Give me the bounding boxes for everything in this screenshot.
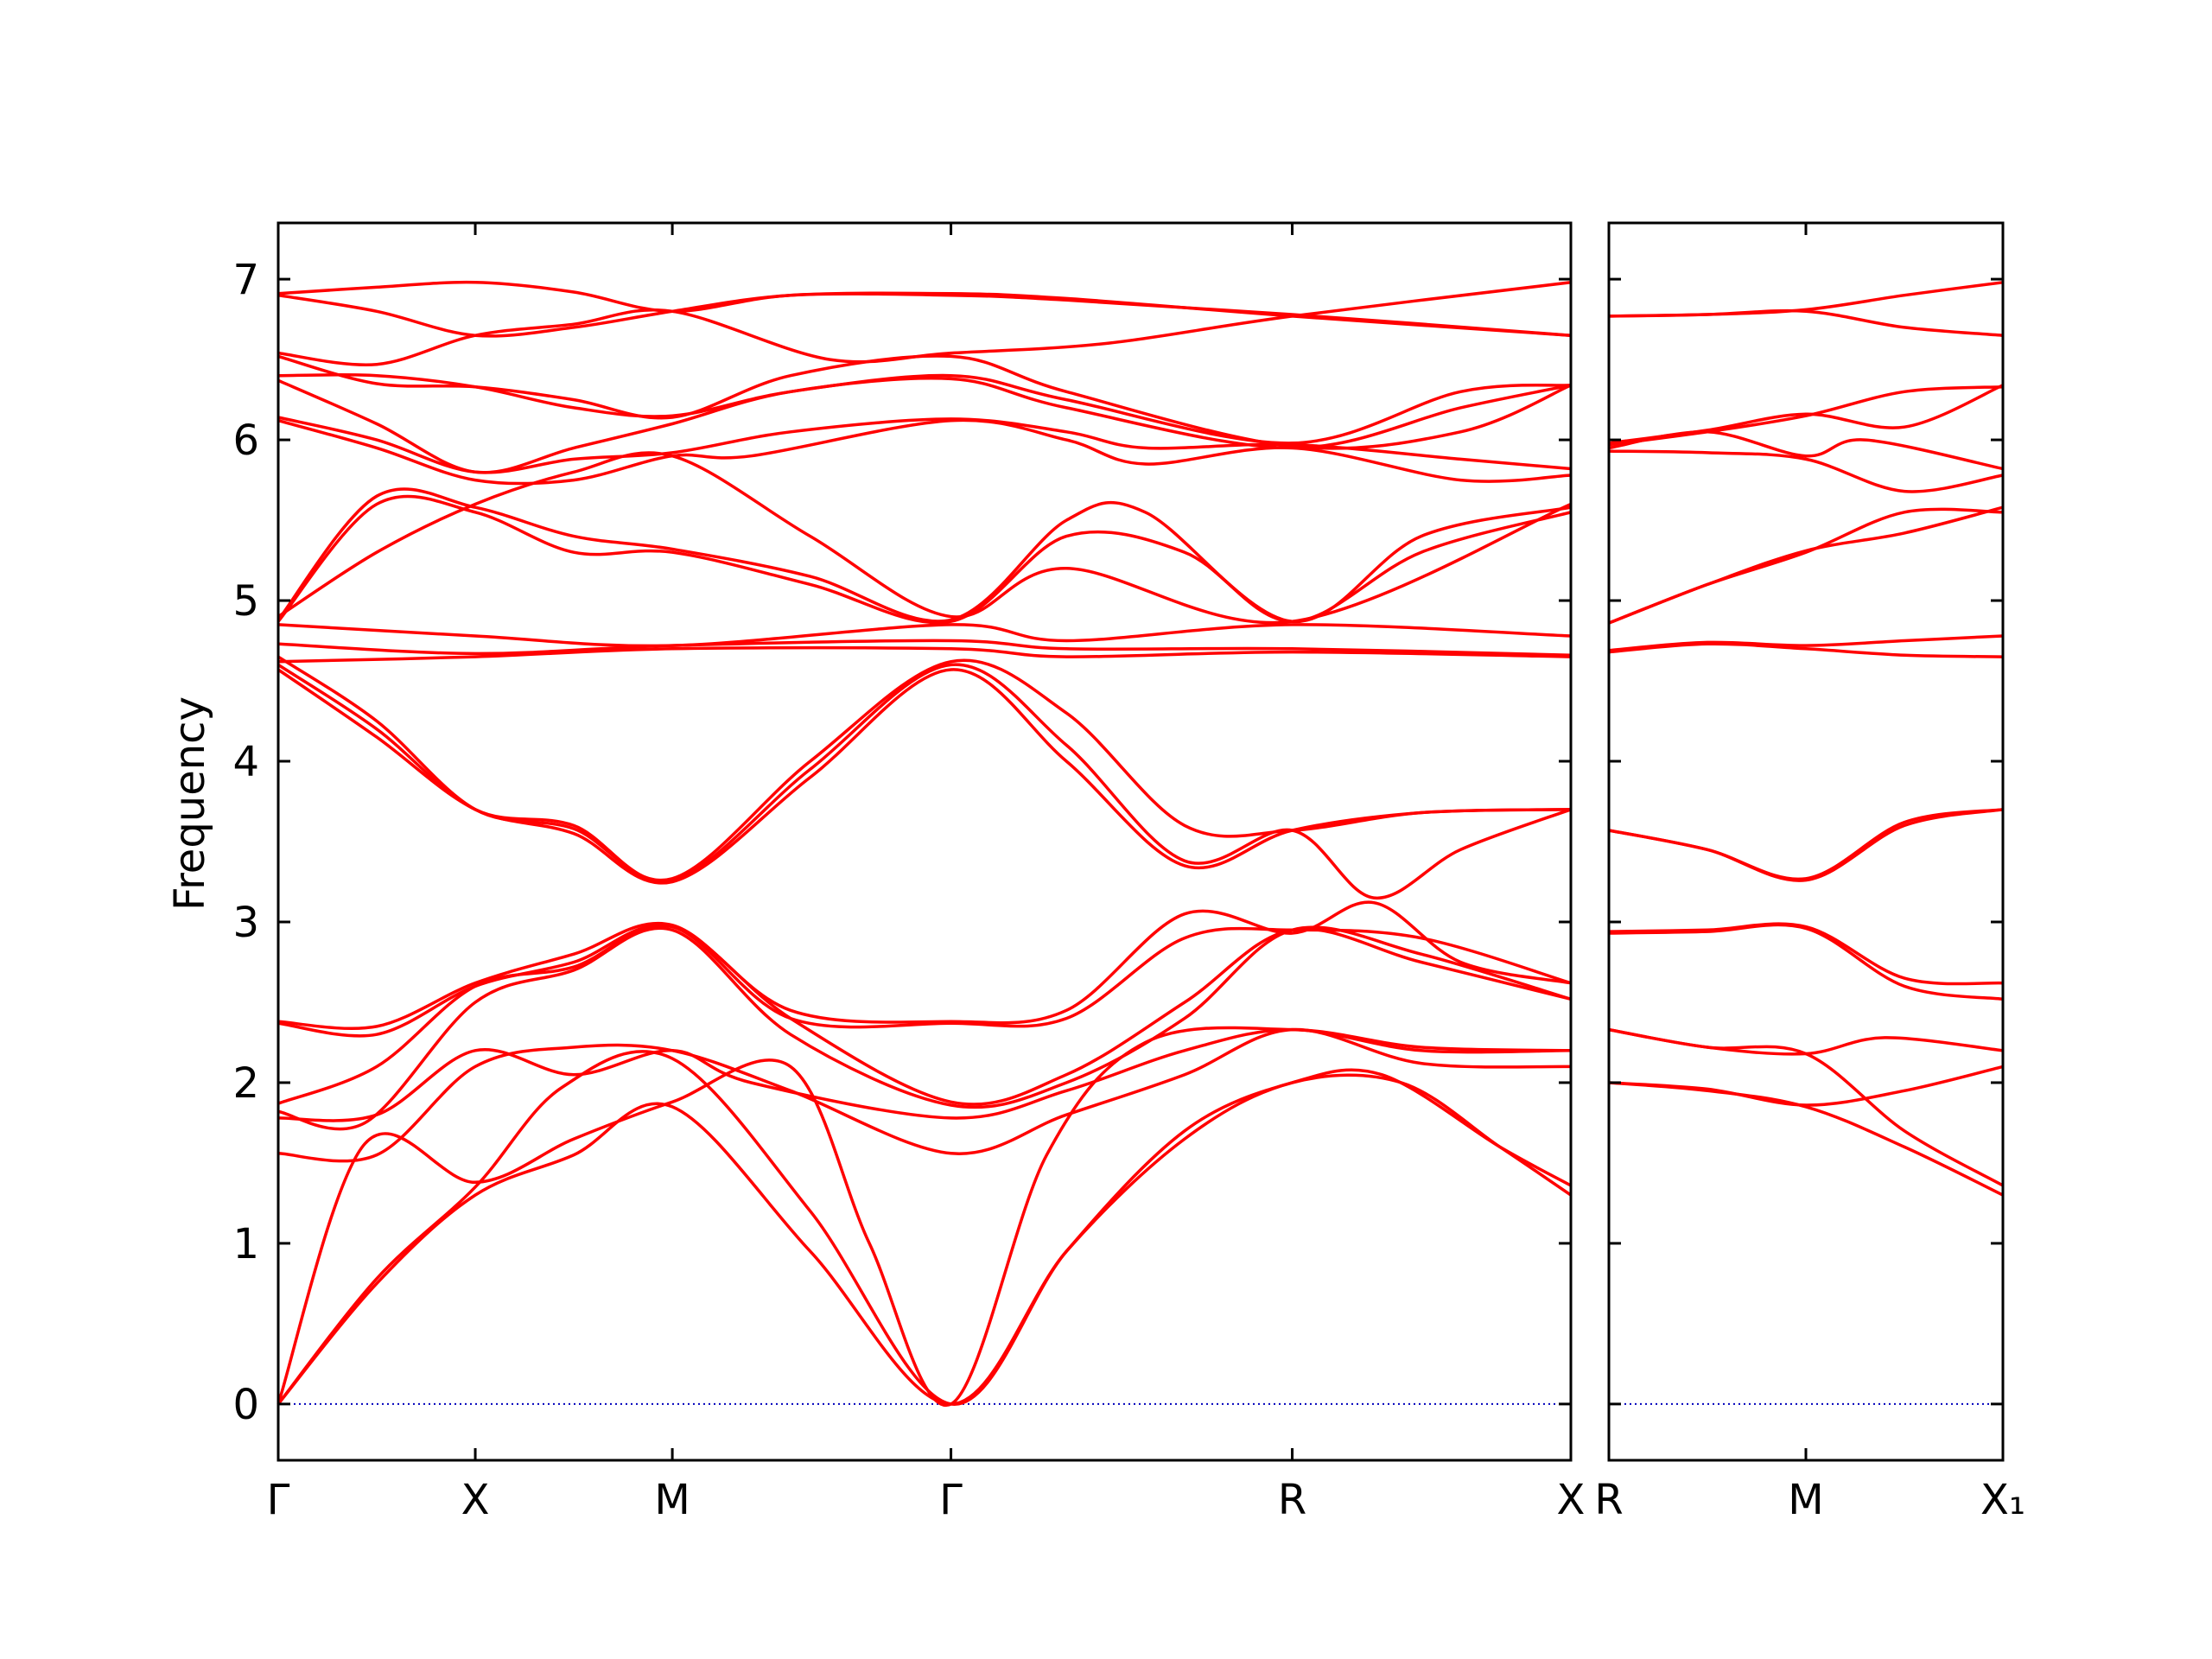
phonon-band-10-line bbox=[277, 668, 1572, 885]
phonon-band-15-line bbox=[277, 623, 1572, 648]
y-axis-label: Frequency bbox=[166, 696, 214, 911]
x-tick-label: X bbox=[461, 1476, 490, 1524]
phonon-band-26-line bbox=[277, 280, 1572, 337]
phonon-band-16-line bbox=[1608, 384, 2004, 445]
phonon-band-19-line bbox=[277, 418, 1572, 486]
phonon-band-25-line bbox=[277, 291, 1572, 338]
y-tick-label: 5 bbox=[232, 577, 259, 626]
y-tick-label: 6 bbox=[232, 416, 259, 465]
phonon-band-9-line bbox=[277, 900, 1572, 1030]
y-tick-label: 2 bbox=[232, 1059, 259, 1108]
phonon-band-1-line bbox=[276, 1073, 1572, 1406]
x-tick-label: Γ bbox=[939, 1476, 963, 1524]
y-tick-label: 3 bbox=[232, 899, 259, 947]
phonon-band-12-line bbox=[1608, 505, 2004, 625]
main-band-panel: 0 1 2 3 4 5 6 7 Γ X M Γ R X bbox=[232, 221, 1586, 1524]
phonon-band-7-line bbox=[1608, 808, 2004, 882]
x-tick-label: R bbox=[1278, 1476, 1306, 1524]
plot-frame bbox=[276, 221, 1573, 1462]
phonon-band-24-line bbox=[277, 281, 1572, 366]
x-tick-label: X bbox=[1557, 1476, 1586, 1524]
phonon-band-8-line bbox=[277, 924, 1572, 1038]
phonon-band-6-line bbox=[277, 925, 1572, 1131]
x-tick-label: X₁ bbox=[1980, 1476, 2025, 1524]
x-tick-label: R bbox=[1594, 1476, 1623, 1524]
side-band-panel: R M X₁ bbox=[1594, 221, 2025, 1524]
phonon-band-14-line bbox=[277, 639, 1572, 658]
phonon-band-2-line bbox=[276, 1050, 1572, 1406]
phonon-band-8-line bbox=[1608, 808, 2004, 881]
phonon-band-10-line bbox=[1608, 634, 2004, 652]
phonon-band-5-line bbox=[1608, 923, 2004, 1001]
phonon-band-21-line bbox=[277, 377, 1572, 474]
y-tick-label: 0 bbox=[232, 1381, 259, 1429]
phonon-band-13-line bbox=[277, 645, 1572, 664]
phonon-band-3-line bbox=[276, 1026, 1572, 1408]
phonon-band-15-line bbox=[1608, 385, 2004, 447]
phonon-band-11-line bbox=[277, 663, 1572, 899]
phonon-band-12-line bbox=[277, 655, 1572, 882]
phonon-band-5-line bbox=[277, 1027, 1572, 1122]
phonon-band-16-line bbox=[276, 494, 1572, 625]
phonon-band-11-line bbox=[1608, 507, 2004, 625]
phonon-band-18-line bbox=[277, 451, 1572, 625]
phonon-band-2-line bbox=[1608, 1065, 2004, 1107]
phonon-band-18-line bbox=[1608, 281, 2004, 318]
y-tick-label: 4 bbox=[232, 738, 259, 786]
x-tick-label: M bbox=[1788, 1476, 1823, 1524]
x-tick-label: M bbox=[654, 1476, 690, 1524]
phonon-band-4-line bbox=[1608, 1027, 2004, 1187]
phonon-band-17-line bbox=[276, 487, 1572, 623]
x-tick-label: Γ bbox=[267, 1476, 290, 1524]
phonon-band-1-line bbox=[1608, 1081, 2004, 1197]
phonon-band-6-line bbox=[1608, 922, 2004, 986]
y-tick-label: 7 bbox=[232, 256, 259, 304]
phonon-band-13-line bbox=[1608, 449, 2004, 493]
y-tick-label: 1 bbox=[232, 1220, 259, 1268]
